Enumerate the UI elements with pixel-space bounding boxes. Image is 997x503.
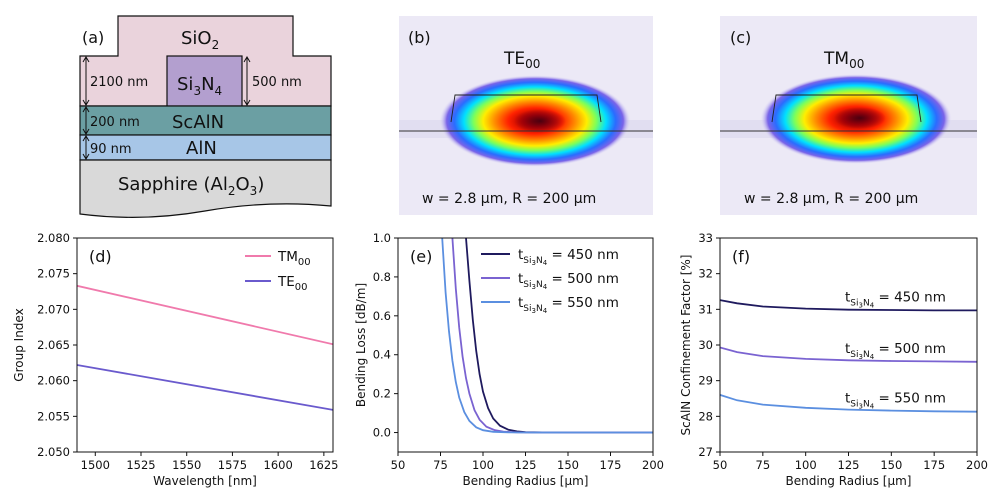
sapphire-label: Sapphire (Al2O3) [118, 174, 264, 198]
y-tick-label: 0.0 [373, 426, 391, 440]
x-tick-label: 150 [557, 458, 579, 472]
x-tick-label: 200 [966, 458, 988, 472]
legend-text: TM00 [277, 249, 311, 268]
x-tick-label: 175 [600, 458, 622, 472]
series-line-0 [77, 284, 333, 346]
dim-200-label: 200 nm [90, 115, 140, 130]
waveguide-outline [450, 94, 602, 123]
panel-label: (d) [89, 247, 112, 266]
series-line-2 [720, 394, 977, 413]
dim-90-label: 90 nm [90, 142, 132, 157]
panel-b-mode-profile: (b) TE00 w = 2.8 µm, R = 200 µm [399, 16, 653, 215]
y-tick-label: 27 [698, 445, 713, 459]
legend-text: tSi3N4 = 550 nm [845, 391, 946, 411]
series-line-2 [441, 238, 653, 434]
y-tick-label: 30 [698, 338, 713, 352]
x-tick-label: 1575 [218, 458, 247, 472]
x-tick-label: 75 [433, 458, 448, 472]
y-axis-label: ScAlN Confinement Factor [%] [679, 255, 693, 436]
y-tick-label: 0.6 [373, 309, 391, 323]
panel-b-caption: w = 2.8 µm, R = 200 µm [422, 191, 596, 207]
dim-2100-label: 2100 nm [90, 75, 148, 90]
y-tick-label: 32 [698, 267, 713, 281]
legend-text: tSi3N4 = 500 nm [518, 271, 619, 291]
x-tick-label: 175 [923, 458, 945, 472]
x-axis-label: Wavelength [nm] [153, 474, 257, 488]
y-tick-label: 2.075 [37, 267, 70, 281]
dimension-arrows [82, 56, 251, 160]
panel-label: (f) [732, 247, 750, 266]
y-tick-label: 2.070 [37, 302, 70, 316]
series-line-1 [77, 364, 333, 411]
y-tick-label: 2.055 [37, 409, 70, 423]
chart-f-confinement-factor: 50 75 100 125 150 175 200 27 28 29 30 31 32 33 Bending… [679, 231, 988, 488]
x-tick-label: 200 [642, 458, 664, 472]
y-tick-label: 0.2 [373, 387, 391, 401]
panel-c-label: (c) [730, 28, 751, 47]
panel-label: (e) [410, 247, 432, 266]
chart-d-group-index: 1500 1525 1550 1575 1600 1625 2.050 2.055 2.060 2… [12, 231, 338, 488]
panel-c-mode-profile: (c) TM00 w = 2.8 µm, R = 200 µm [720, 16, 977, 215]
panel-b-label: (b) [408, 28, 431, 47]
x-tick-label: 75 [756, 458, 771, 472]
x-tick-label: 50 [713, 458, 728, 472]
x-tick-label: 1550 [172, 458, 201, 472]
y-tick-label: 2.065 [37, 338, 70, 352]
x-tick-label: 100 [795, 458, 817, 472]
x-tick-label: 100 [472, 458, 494, 472]
x-tick-label: 1600 [264, 458, 293, 472]
y-axis-label: Bending Loss [dB/m] [354, 283, 368, 407]
x-axis-label: Bending Radius [µm] [786, 474, 912, 488]
y-tick-label: 1.0 [373, 231, 391, 245]
legend-text: tSi3N4 = 450 nm [845, 289, 946, 309]
series-line-1 [720, 346, 977, 363]
x-tick-label: 1500 [81, 458, 110, 472]
sapphire-substrate [79, 159, 332, 218]
si3n4-core [166, 55, 243, 107]
y-tick-label: 33 [698, 231, 713, 245]
x-tick-label: 125 [515, 458, 537, 472]
aln-label: AlN [186, 138, 217, 159]
panel-c-caption: w = 2.8 µm, R = 200 µm [744, 191, 918, 207]
y-tick-label: 2.060 [37, 374, 70, 388]
legend-text: tSi3N4 = 450 nm [518, 247, 619, 267]
waveguide-outline [771, 94, 922, 123]
series-line-0 [720, 299, 977, 312]
y-tick-label: 2.080 [37, 231, 70, 245]
sio2-label: SiO2 [181, 28, 219, 52]
panel-a-stack: (a) SiO2 Si3N4 ScAlN AlN Sapphire (Al2O3… [79, 15, 332, 218]
y-tick-label: 2.050 [37, 445, 70, 459]
legend-text: TE00 [277, 274, 308, 293]
y-tick-label: 31 [698, 302, 713, 316]
chart-e-bending-loss: 50 75 100 125 150 175 200 0.0 0.2 0.4 0.6 0.8 1.0 Ben… [354, 231, 664, 488]
y-tick-label: 29 [698, 374, 713, 388]
aln-layer [79, 134, 332, 161]
x-tick-label: 1525 [126, 458, 155, 472]
x-tick-label: 150 [880, 458, 902, 472]
y-tick-label: 0.8 [373, 270, 391, 284]
si3n4-label: Si3N4 [177, 74, 222, 98]
panel-a-label: (a) [82, 28, 104, 47]
y-axis-label: Group Index [12, 308, 26, 381]
legend-text: tSi3N4 = 550 nm [518, 295, 619, 315]
x-axis-label: Bending Radius [µm] [463, 474, 589, 488]
dim-500-label: 500 nm [252, 75, 302, 90]
x-tick-label: 50 [391, 458, 406, 472]
y-tick-label: 28 [698, 409, 713, 423]
te-mode-title: TE00 [503, 49, 540, 71]
scaln-label: ScAlN [172, 112, 224, 133]
legend-text: tSi3N4 = 500 nm [845, 341, 946, 361]
axes-frame [76, 237, 334, 453]
y-tick-label: 0.4 [373, 348, 391, 362]
tm-mode-title: TM00 [823, 49, 864, 71]
x-tick-label: 125 [838, 458, 860, 472]
x-tick-label: 1625 [309, 458, 338, 472]
